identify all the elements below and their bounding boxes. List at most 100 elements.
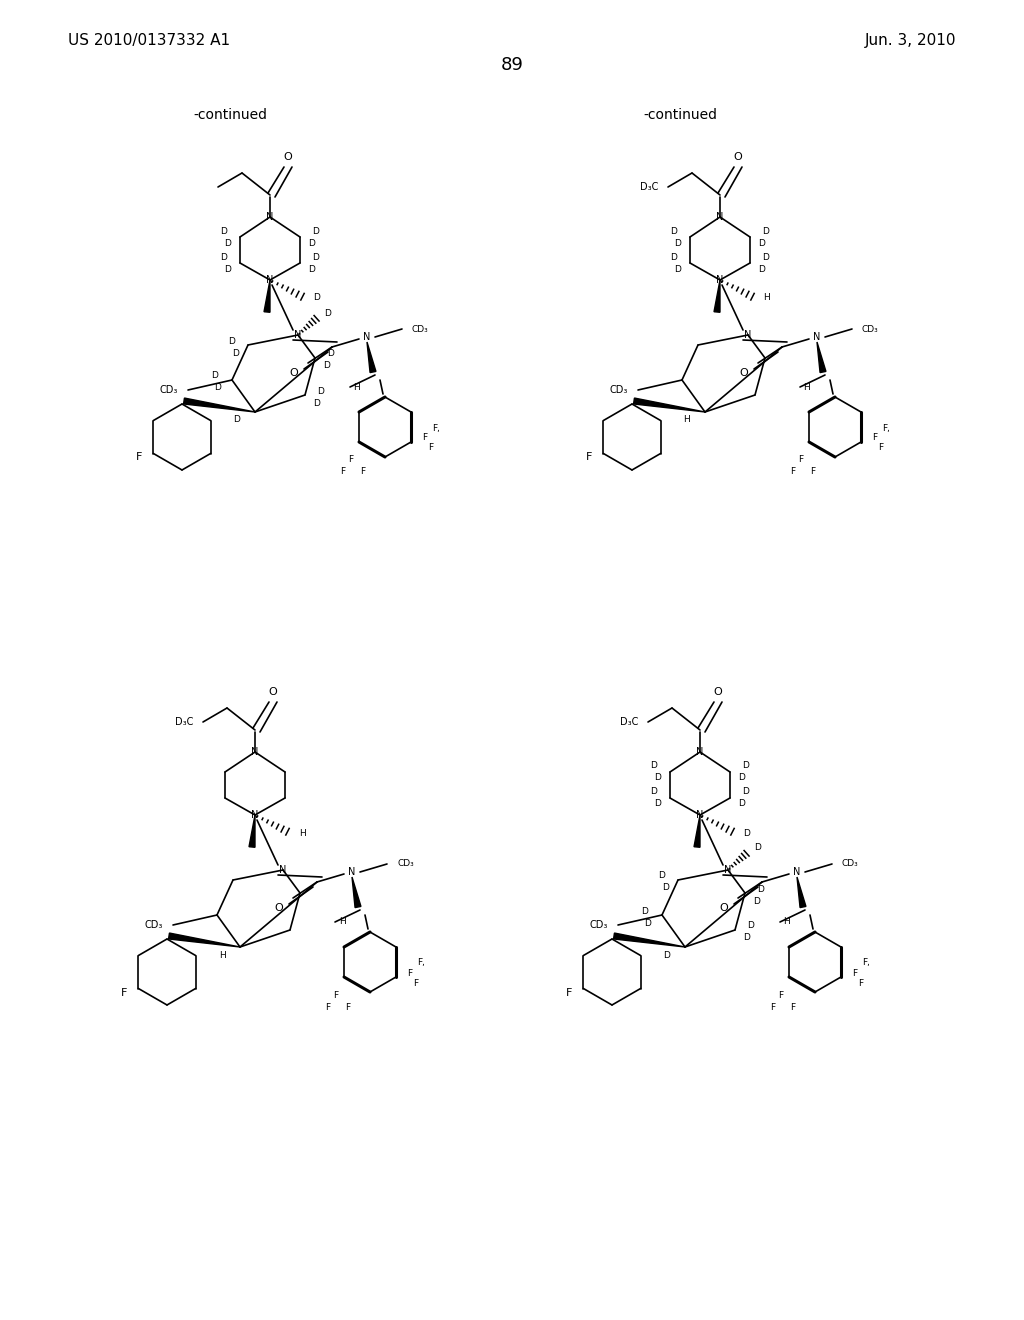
Text: F: F	[334, 990, 339, 999]
Text: F: F	[423, 433, 428, 442]
Text: F,: F,	[862, 958, 870, 968]
Text: F: F	[121, 987, 128, 998]
Text: CD₃: CD₃	[842, 859, 859, 869]
Text: H: H	[339, 917, 345, 927]
Text: D: D	[325, 309, 332, 318]
Text: CD₃: CD₃	[862, 325, 879, 334]
Text: D: D	[308, 264, 315, 273]
Text: D: D	[313, 399, 321, 408]
Polygon shape	[797, 876, 806, 908]
Text: D₃C: D₃C	[620, 717, 638, 727]
Polygon shape	[352, 876, 360, 908]
Text: O: O	[739, 368, 749, 378]
Text: F: F	[852, 969, 857, 978]
Text: D: D	[232, 348, 240, 358]
Polygon shape	[634, 399, 705, 412]
Text: CD₃: CD₃	[144, 920, 163, 931]
Polygon shape	[694, 814, 700, 847]
Text: H: H	[804, 383, 810, 392]
Text: F: F	[791, 467, 796, 477]
Text: D: D	[763, 252, 769, 261]
Text: D: D	[758, 884, 765, 894]
Polygon shape	[817, 342, 826, 372]
Text: D: D	[743, 933, 751, 942]
Text: D: D	[759, 264, 765, 273]
Text: D: D	[675, 239, 681, 248]
Text: H: H	[783, 917, 791, 927]
Text: F: F	[770, 1002, 775, 1011]
Text: D: D	[215, 384, 221, 392]
Text: CD₃: CD₃	[609, 385, 628, 395]
Text: D: D	[328, 350, 335, 359]
Text: F,: F,	[432, 424, 440, 433]
Text: D: D	[671, 252, 678, 261]
Text: D: D	[650, 788, 657, 796]
Text: F: F	[428, 444, 433, 453]
Text: D: D	[324, 362, 331, 371]
Text: D: D	[224, 239, 231, 248]
Text: D: D	[312, 227, 319, 235]
Text: D: D	[738, 800, 745, 808]
Text: F,: F,	[882, 424, 890, 433]
Text: F: F	[348, 455, 353, 465]
Polygon shape	[169, 933, 240, 946]
Text: N: N	[251, 810, 259, 820]
Text: D: D	[220, 227, 227, 235]
Text: US 2010/0137332 A1: US 2010/0137332 A1	[68, 33, 230, 48]
Text: F: F	[858, 978, 863, 987]
Text: F: F	[340, 467, 345, 477]
Text: O: O	[290, 368, 298, 378]
Text: D₃C: D₃C	[175, 717, 193, 727]
Polygon shape	[367, 342, 376, 372]
Text: D: D	[675, 264, 681, 273]
Text: N: N	[348, 867, 355, 876]
Text: F: F	[566, 987, 572, 998]
Text: D: D	[743, 829, 751, 837]
Text: CD₃: CD₃	[160, 385, 178, 395]
Polygon shape	[183, 399, 255, 412]
Text: F: F	[360, 467, 366, 477]
Text: D: D	[663, 883, 670, 892]
Text: D: D	[642, 907, 648, 916]
Text: D: D	[212, 371, 218, 380]
Text: D: D	[312, 252, 319, 261]
Text: N: N	[266, 275, 273, 285]
Polygon shape	[249, 814, 255, 847]
Text: F: F	[810, 467, 815, 477]
Text: H: H	[353, 383, 360, 392]
Text: CD₃: CD₃	[590, 920, 608, 931]
Text: N: N	[717, 213, 724, 222]
Text: -continued: -continued	[193, 108, 267, 121]
Text: O: O	[284, 152, 293, 162]
Text: F: F	[586, 453, 593, 462]
Text: F: F	[778, 990, 783, 999]
Text: CD₃: CD₃	[397, 859, 414, 869]
Text: N: N	[813, 333, 820, 342]
Text: O: O	[720, 903, 728, 913]
Text: O: O	[268, 686, 278, 697]
Text: D: D	[654, 774, 662, 783]
Text: F: F	[879, 444, 884, 453]
Text: F,: F,	[417, 958, 425, 968]
Text: D: D	[220, 252, 227, 261]
Text: H: H	[764, 293, 770, 302]
Text: CD₃: CD₃	[412, 325, 429, 334]
Text: N: N	[717, 275, 724, 285]
Text: F: F	[799, 455, 804, 465]
Polygon shape	[714, 280, 720, 313]
Text: D: D	[228, 337, 236, 346]
Text: F: F	[326, 1002, 331, 1011]
Text: N: N	[794, 867, 801, 876]
Text: N: N	[696, 747, 703, 756]
Text: F: F	[872, 433, 878, 442]
Text: N: N	[364, 333, 371, 342]
Text: D: D	[755, 843, 762, 853]
Text: D: D	[224, 264, 231, 273]
Text: H: H	[219, 950, 225, 960]
Text: N: N	[294, 330, 302, 341]
Text: D: D	[738, 774, 745, 783]
Text: D: D	[644, 919, 651, 928]
Text: D: D	[650, 762, 657, 771]
Text: F: F	[791, 1002, 796, 1011]
Text: D: D	[664, 950, 671, 960]
